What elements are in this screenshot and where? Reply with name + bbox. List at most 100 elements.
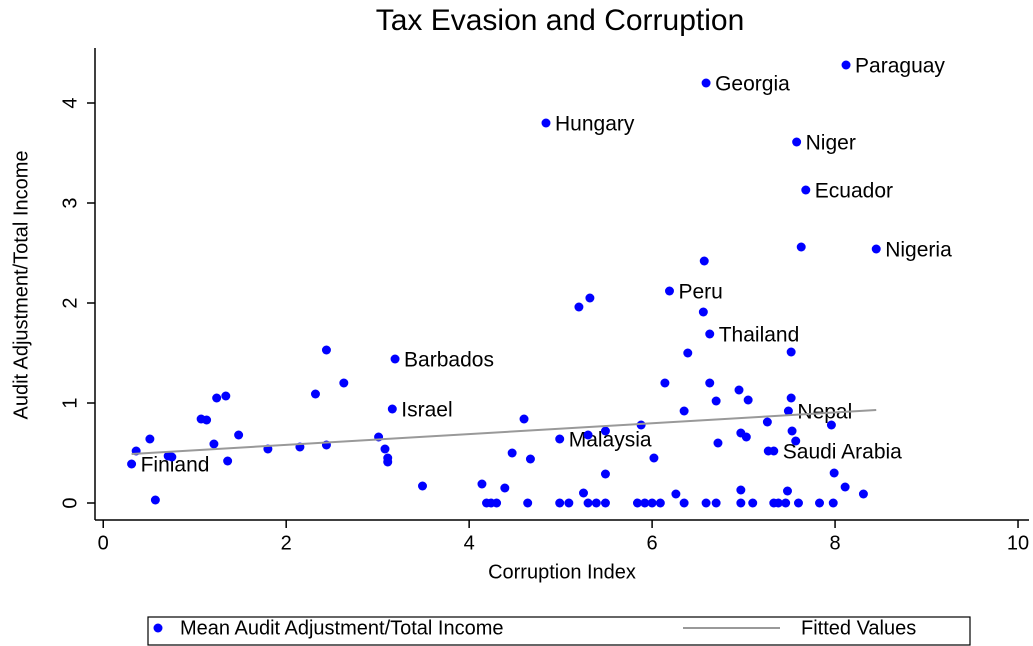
y-tick-label: 3: [59, 197, 81, 208]
point-label: Peru: [678, 281, 722, 304]
point: [826, 420, 836, 430]
point-label: Finland: [141, 454, 210, 477]
point: [782, 486, 792, 496]
point: [221, 391, 231, 401]
point: [591, 498, 601, 508]
point: [583, 430, 593, 440]
point: [636, 420, 646, 430]
point: [828, 498, 838, 508]
legend: [147, 616, 971, 646]
point: [763, 446, 773, 456]
point: [793, 498, 803, 508]
point-label: Nigeria: [885, 239, 952, 262]
point: [679, 406, 689, 416]
point: [841, 60, 851, 70]
point: [858, 489, 868, 499]
point: [234, 430, 244, 440]
x-tick-label: 6: [647, 532, 658, 554]
point: [679, 498, 689, 508]
x-tick-label: 8: [830, 532, 841, 554]
point: [145, 434, 155, 444]
point: [786, 393, 796, 403]
point-label: Georgia: [715, 73, 790, 96]
point-label: Paraguay: [855, 55, 945, 78]
point-label: Hungary: [555, 113, 635, 136]
x-tick-label: 0: [98, 532, 109, 554]
point: [671, 489, 681, 499]
point: [734, 385, 744, 395]
point: [632, 498, 642, 508]
point: [705, 329, 715, 339]
point: [743, 395, 753, 405]
point: [209, 439, 219, 449]
point-label: Malaysia: [569, 429, 652, 452]
point: [519, 414, 529, 424]
x-axis-label: Corruption Index: [488, 561, 636, 583]
legend-label: Mean Audit Adjustment/Total Income: [180, 617, 504, 639]
point: [555, 434, 565, 444]
point: [523, 498, 533, 508]
point: [815, 498, 825, 508]
point: [541, 118, 551, 128]
legend-label: Fitted Values: [801, 617, 916, 639]
legend-box: [147, 616, 971, 646]
point: [748, 498, 758, 508]
point: [871, 244, 881, 254]
point: [492, 498, 502, 508]
point-label: Barbados: [404, 349, 494, 372]
point: [711, 396, 721, 406]
point: [380, 444, 390, 454]
legend-marker: [153, 623, 163, 633]
point: [699, 256, 709, 266]
point: [640, 498, 650, 508]
point: [387, 404, 397, 414]
chart-title: Tax Evasion and Corruption: [376, 4, 745, 37]
point: [783, 406, 793, 416]
point: [787, 426, 797, 436]
point: [600, 469, 610, 479]
point: [600, 498, 610, 508]
point: [150, 495, 160, 505]
y-axis-label: Audit Adjustment/Total Income: [10, 150, 32, 419]
point: [796, 242, 806, 252]
x-tick-label: 10: [1007, 532, 1029, 554]
point: [578, 488, 588, 498]
point: [713, 438, 723, 448]
point: [202, 415, 212, 425]
point-label: Saudi Arabia: [783, 441, 902, 464]
point: [383, 457, 393, 467]
point: [525, 454, 535, 464]
point: [711, 498, 721, 508]
point: [390, 354, 400, 364]
point-label: Thailand: [719, 324, 800, 347]
point: [212, 393, 222, 403]
point: [762, 417, 772, 427]
point: [564, 498, 574, 508]
point: [736, 485, 746, 495]
point-label: Niger: [806, 132, 856, 155]
point: [664, 286, 674, 296]
point: [705, 378, 715, 388]
point: [701, 498, 711, 508]
y-tick-label: 0: [59, 497, 81, 508]
point: [792, 137, 802, 147]
point: [736, 498, 746, 508]
point: [773, 498, 783, 508]
point: [829, 468, 839, 478]
point: [600, 426, 610, 436]
point: [791, 436, 801, 446]
point: [310, 389, 320, 399]
point: [574, 302, 584, 312]
point: [223, 456, 233, 466]
point: [583, 498, 593, 508]
point: [741, 432, 751, 442]
point: [698, 307, 708, 317]
y-tick-label: 4: [59, 97, 81, 108]
point: [786, 347, 796, 357]
point: [477, 479, 487, 489]
point: [127, 459, 137, 469]
point: [585, 293, 595, 303]
point: [781, 498, 791, 508]
